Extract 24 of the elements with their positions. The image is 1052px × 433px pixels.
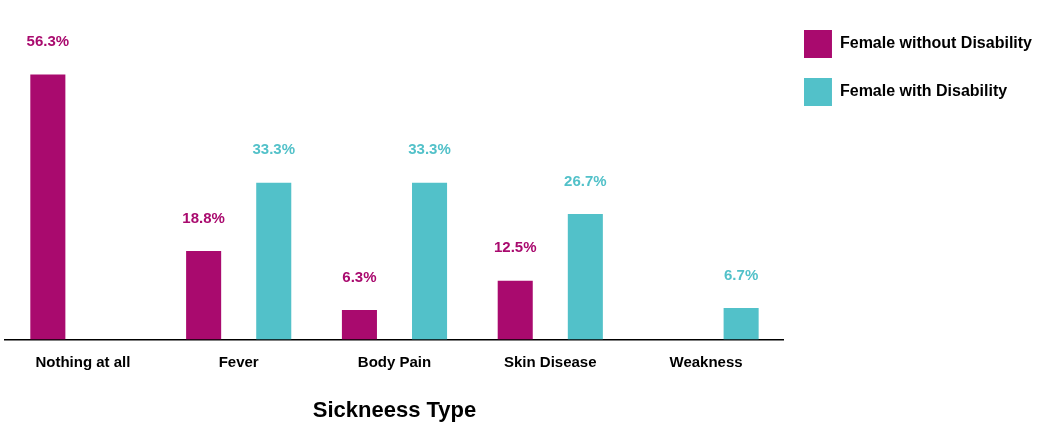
x-tick-label: Skin Disease [504,352,597,370]
legend-label: Female without Disability [839,34,1033,52]
bar [30,74,66,340]
bar [186,251,222,340]
x-tick-label: Body Pain [357,352,432,370]
bar [567,213,603,340]
data-label: 33.3% [252,140,296,158]
data-label: 18.8% [182,208,225,226]
bar [497,280,533,340]
bar [341,309,377,340]
x-tick-label: Weakness [669,352,743,370]
legend-label: Female with Disability [839,82,1008,100]
x-tick-label: Nothing at all [35,352,131,370]
bar [412,182,448,340]
data-label: 12.5% [493,238,537,256]
data-label: 6.3% [342,267,377,285]
data-label: 6.7% [724,265,759,283]
data-label: 33.3% [408,140,451,158]
bar [256,182,292,340]
x-tick-label: Fever [218,352,259,370]
x-axis-title: Sickneess Type [312,396,477,422]
bar [723,308,759,340]
data-label: 26.7% [564,171,607,189]
data-label: 56.3% [26,32,70,50]
